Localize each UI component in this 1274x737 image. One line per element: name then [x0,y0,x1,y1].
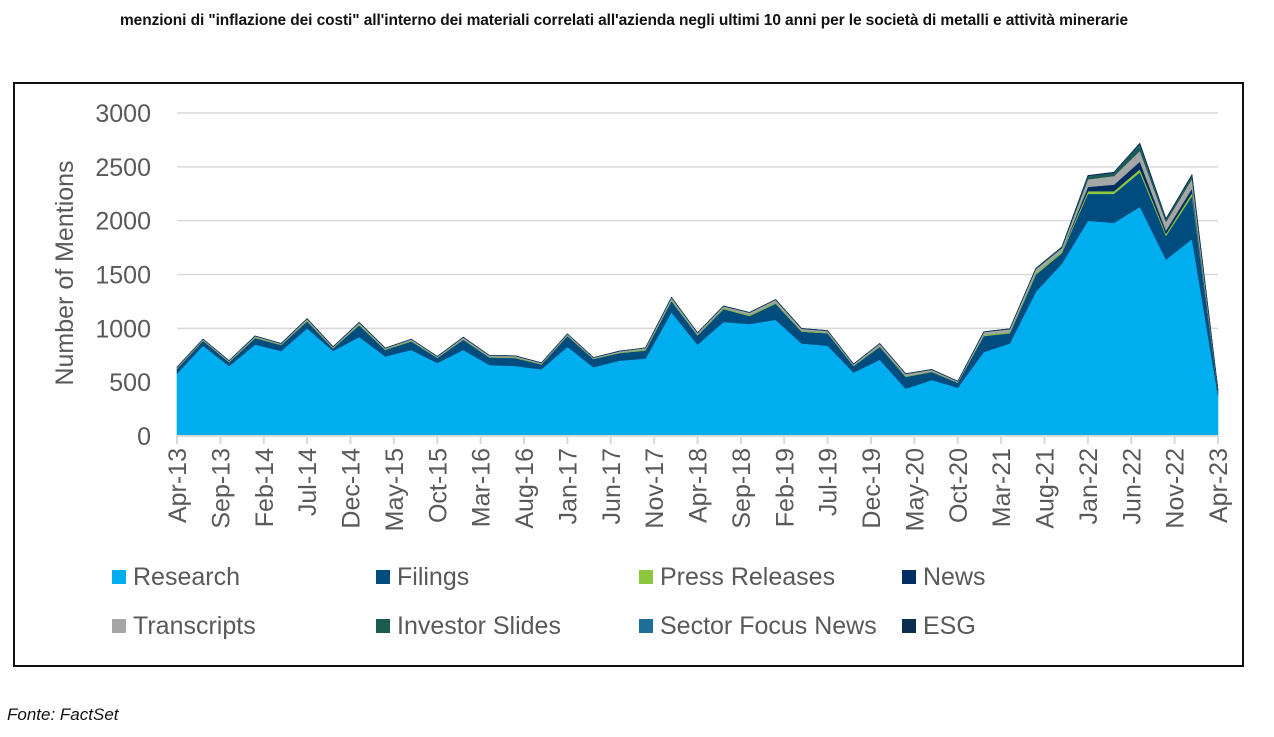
x-tick-label: Feb-19 [771,448,799,527]
x-tick-label: May-20 [901,448,929,531]
x-tick-labels: Apr-13 Sep-13 Feb-14 Jul-14 Dec-14 May-15 Oct-… [164,448,1233,531]
area-esg [176,142,1219,391]
x-axis [176,435,1219,444]
x-tick-label: Jan-22 [1075,448,1103,524]
y-tick-label: 3000 [95,100,151,128]
legend-label: News [923,563,986,591]
y-axis: 0 500 1000 1500 2000 2500 3000 [95,100,151,451]
x-tick-label: Jun-17 [598,448,626,524]
x-tick-label: Nov-17 [641,448,669,529]
x-tick-label: May-15 [381,448,409,531]
x-tick-label: Feb-14 [251,448,279,527]
x-tick-label: Nov-22 [1162,448,1190,529]
y-tick-label: 0 [137,423,151,451]
legend-label: Press Releases [660,563,835,591]
legend-swatch [902,619,916,633]
legend-label: Filings [397,563,469,591]
x-tick-label: Jul-19 [815,448,843,516]
y-tick-label: 500 [109,369,151,397]
x-tick-label: Aug-21 [1032,448,1060,529]
x-tick-label: Oct-20 [945,448,973,523]
chart-caption: menzioni di "inflazione dei costi" all'i… [120,12,1128,29]
area-series [176,142,1219,437]
legend-swatch [376,619,390,633]
legend-swatch [112,570,126,584]
legend-item-sector-focus-news: Sector Focus News [639,612,877,640]
legend-item-filings: Filings [376,563,469,591]
legend-swatch [376,570,390,584]
x-tick-label: Sep-13 [207,448,235,529]
y-tick-label: 1000 [95,315,151,343]
stacked-area-chart: 0 500 1000 1500 2000 2500 3000 Number of Menti… [51,100,1233,640]
legend-swatch [902,570,916,584]
area-research [176,206,1219,437]
legend-item-transcripts: Transcripts [112,612,256,640]
legend-item-news: News [902,563,986,591]
legend-item-press-releases: Press Releases [639,563,835,591]
legend-label: Transcripts [133,612,256,640]
source-note: Fonte: FactSet [7,705,119,724]
y-axis-label: Number of Mentions [51,160,79,385]
x-tick-label: Jan-17 [554,448,582,524]
chart-frame: 0 500 1000 1500 2000 2500 3000 Number of Menti… [13,82,1244,667]
legend-label: Investor Slides [397,612,561,640]
x-tick-label: Oct-15 [424,448,452,523]
x-tick-label: Jul-14 [294,448,322,516]
legend-item-investor-slides: Investor Slides [376,612,561,640]
legend: Research Filings Press Releases News Transcr… [112,563,986,640]
legend-swatch [639,619,653,633]
legend-label: Research [133,563,240,591]
y-tick-label: 2500 [95,154,151,182]
x-tick-label: Jun-22 [1118,448,1146,524]
x-tick-label: Mar-21 [988,448,1016,527]
y-tick-label: 1500 [95,262,151,290]
x-tick-label: Apr-13 [164,448,192,523]
x-tick-label: Mar-16 [468,448,496,527]
x-tick-label: Dec-19 [858,448,886,529]
legend-item-research: Research [112,563,240,591]
legend-swatch [112,619,126,633]
legend-label: Sector Focus News [660,612,877,640]
legend-item-esg: ESG [902,612,976,640]
x-tick-label: Sep-18 [728,448,756,529]
x-tick-label: Apr-18 [685,448,713,523]
y-tick-label: 2000 [95,208,151,236]
x-tick-label: Aug-16 [511,448,539,529]
x-tick-label: Apr-23 [1205,448,1233,523]
legend-label: ESG [923,612,976,640]
legend-swatch [639,570,653,584]
x-tick-label: Dec-14 [338,448,366,529]
